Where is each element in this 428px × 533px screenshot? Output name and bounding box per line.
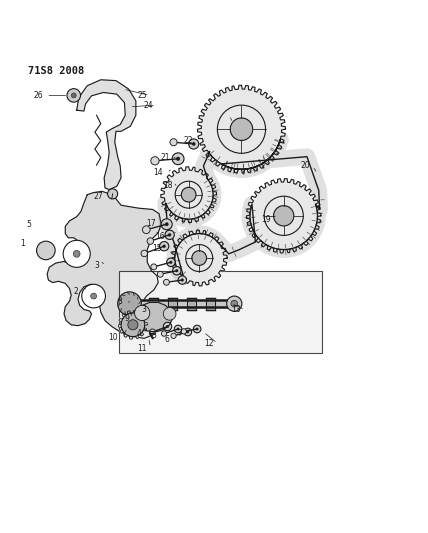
Circle shape [163,245,166,248]
Text: 20: 20 [300,161,309,171]
Circle shape [67,88,80,102]
Circle shape [192,142,195,146]
Circle shape [172,153,184,165]
Text: 2: 2 [73,287,78,296]
Circle shape [176,157,180,160]
Circle shape [71,93,76,98]
Circle shape [161,219,172,230]
Circle shape [184,328,192,336]
Text: 26: 26 [34,91,44,100]
Polygon shape [77,80,136,190]
Circle shape [227,296,242,311]
Text: 17: 17 [147,219,156,228]
Text: 6: 6 [164,335,169,344]
Text: 4: 4 [137,329,141,338]
Circle shape [166,258,175,266]
Text: 18: 18 [163,181,172,190]
FancyBboxPatch shape [119,271,322,353]
Text: 10: 10 [109,333,118,342]
Circle shape [163,308,176,320]
Text: 5: 5 [152,332,157,340]
Circle shape [166,325,169,328]
Text: 24: 24 [144,101,153,110]
Circle shape [121,313,145,337]
Circle shape [63,240,90,268]
Text: 8: 8 [118,297,122,305]
Circle shape [165,230,174,239]
Text: 16: 16 [155,231,165,240]
Text: 13: 13 [231,305,241,314]
Circle shape [230,118,253,140]
Text: 15: 15 [152,244,161,253]
Circle shape [231,300,238,307]
Circle shape [174,325,182,333]
Circle shape [151,264,157,270]
Circle shape [118,292,141,316]
Polygon shape [44,243,53,256]
Text: 71S8 2008: 71S8 2008 [28,66,84,76]
Circle shape [168,233,171,236]
Circle shape [187,331,189,333]
Circle shape [170,139,177,146]
Circle shape [273,206,294,226]
Circle shape [73,251,80,257]
Circle shape [149,329,155,335]
Circle shape [169,261,172,263]
Text: 11: 11 [137,344,147,353]
Circle shape [172,266,181,275]
Text: 12: 12 [204,339,214,348]
Text: 7: 7 [177,329,182,338]
Text: 19: 19 [261,215,270,224]
Circle shape [141,250,148,257]
Circle shape [151,157,159,165]
Text: 14: 14 [153,168,163,177]
Text: 21: 21 [160,153,170,162]
Text: 5: 5 [27,220,31,229]
Circle shape [189,139,199,149]
Text: 25: 25 [137,91,147,100]
Polygon shape [171,230,227,286]
Circle shape [161,331,166,336]
Text: 1: 1 [21,239,25,248]
Circle shape [160,241,169,251]
Circle shape [134,305,150,320]
Polygon shape [137,302,172,332]
Circle shape [128,320,138,330]
Circle shape [181,279,184,281]
Text: 3: 3 [142,305,147,314]
Circle shape [91,293,97,299]
Circle shape [175,270,178,272]
Circle shape [36,241,55,260]
Circle shape [163,322,172,330]
Polygon shape [198,85,285,173]
Circle shape [192,251,207,265]
Polygon shape [119,310,147,339]
Text: 22: 22 [183,136,193,145]
Circle shape [193,325,201,333]
Circle shape [147,238,154,244]
Text: 27: 27 [93,192,103,201]
Circle shape [196,328,198,330]
Circle shape [158,271,163,277]
Polygon shape [47,191,161,338]
Polygon shape [161,167,217,223]
Circle shape [82,284,105,308]
Circle shape [177,328,179,330]
Circle shape [181,329,187,334]
Circle shape [143,226,150,233]
Text: 3: 3 [94,261,99,270]
Circle shape [181,187,196,202]
Text: 9: 9 [125,313,130,322]
Circle shape [178,276,187,284]
Circle shape [107,189,118,199]
Polygon shape [247,179,321,253]
Circle shape [171,333,176,338]
Circle shape [163,279,169,285]
Circle shape [165,223,168,226]
